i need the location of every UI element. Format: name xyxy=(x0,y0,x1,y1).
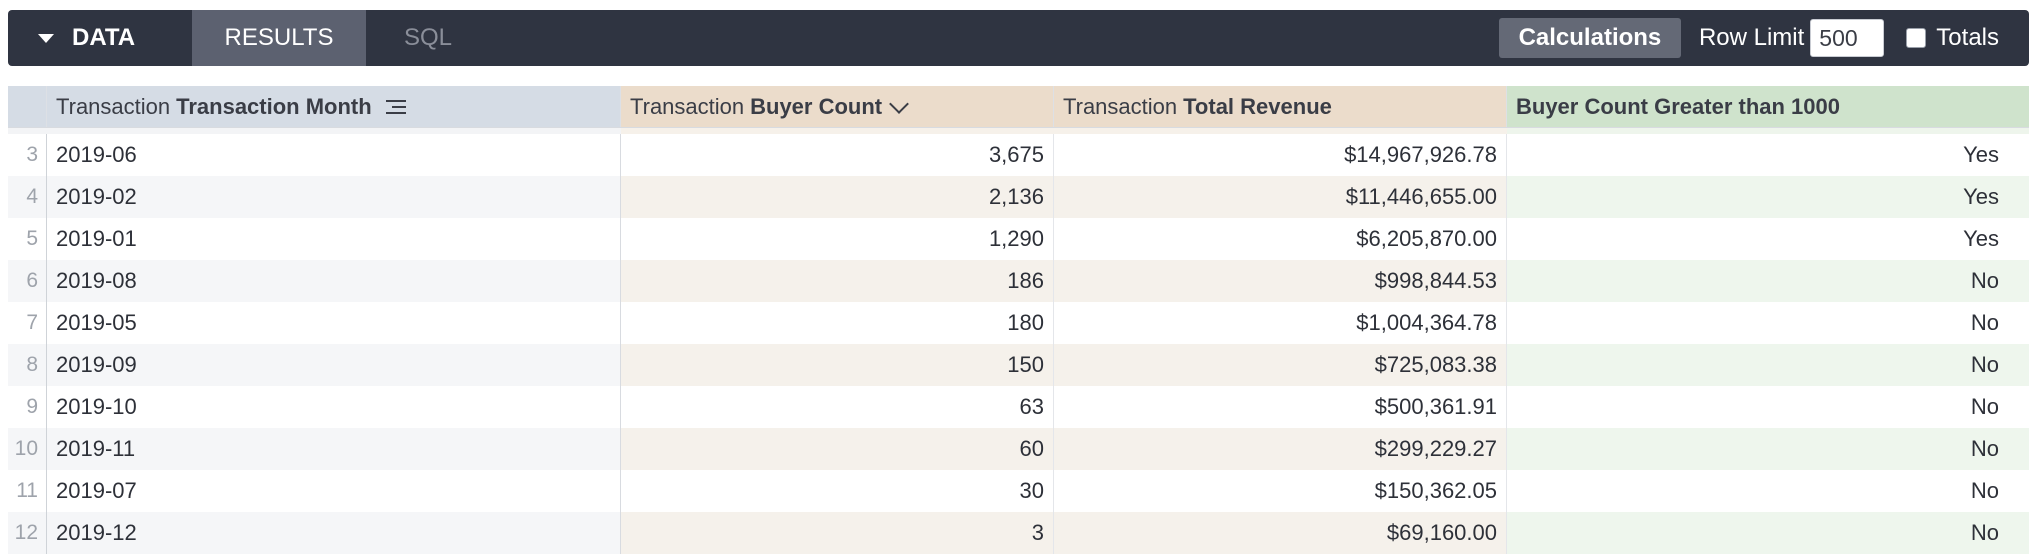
totals-checkbox[interactable] xyxy=(1906,28,1927,48)
row-number: 10 xyxy=(8,428,47,470)
table-row: 6 2019-08 186 $998,844.53 No xyxy=(8,260,2029,302)
column-header-name: Total Revenue xyxy=(1183,93,1332,119)
cell-transaction-month: 2019-07 xyxy=(47,470,621,512)
cell-buyer-count-flag: No xyxy=(1507,428,2029,470)
tab-results[interactable]: RESULTS xyxy=(192,10,366,66)
cell-buyer-count: 2,136 xyxy=(621,176,1054,218)
table-row: 5 2019-01 1,290 $6,205,870.00 Yes xyxy=(8,218,2029,260)
explore-toolbar: DATA RESULTS SQL Calculations Row Limit … xyxy=(8,10,2029,66)
cell-buyer-count: 186 xyxy=(621,260,1054,302)
tab-sql[interactable]: SQL xyxy=(403,24,453,51)
table-row: 11 2019-07 30 $150,362.05 No xyxy=(8,470,2029,512)
cell-transaction-month: 2019-02 xyxy=(47,176,621,218)
cell-buyer-count-flag: Yes xyxy=(1507,134,2029,176)
column-header-transaction-month[interactable]: Transaction Transaction Month xyxy=(47,86,621,127)
cell-buyer-count-flag: No xyxy=(1507,470,2029,512)
cell-buyer-count-flag: Yes xyxy=(1507,218,2029,260)
column-header-total-revenue[interactable]: Transaction Total Revenue xyxy=(1054,86,1507,127)
row-number: 11 xyxy=(8,470,47,512)
row-number: 3 xyxy=(8,134,47,176)
tab-data[interactable]: DATA xyxy=(8,10,192,66)
totals-label: Totals xyxy=(1936,24,1999,51)
column-header-buyer-count-greater-than-1000[interactable]: Buyer Count Greater than 1000 xyxy=(1507,86,2029,127)
row-limit-input[interactable] xyxy=(1810,19,1885,57)
cell-total-revenue: $14,967,926.78 xyxy=(1054,134,1507,176)
column-header-buyer-count[interactable]: Transaction Buyer Count xyxy=(621,86,1054,127)
cell-buyer-count: 3,675 xyxy=(621,134,1054,176)
cell-total-revenue: $150,362.05 xyxy=(1054,470,1507,512)
cell-total-revenue: $1,004,364.78 xyxy=(1054,302,1507,344)
row-number: 4 xyxy=(8,176,47,218)
column-header-name: Buyer Count xyxy=(750,93,883,119)
cell-transaction-month: 2019-11 xyxy=(47,428,621,470)
results-table: Transaction Transaction Month Transactio… xyxy=(8,86,2029,554)
toolbar-controls: Calculations Row Limit Totals xyxy=(1498,10,2029,66)
column-header-name: Buyer Count Greater than 1000 xyxy=(1516,93,1840,119)
column-header-prefix: Transaction xyxy=(1063,93,1178,119)
table-row: 7 2019-05 180 $1,004,364.78 No xyxy=(8,302,2029,344)
table-row: 8 2019-09 150 $725,083.38 No xyxy=(8,344,2029,386)
cell-transaction-month: 2019-06 xyxy=(47,134,621,176)
caret-down-icon xyxy=(38,33,54,43)
row-number: 8 xyxy=(8,344,47,386)
sort-lines-icon[interactable] xyxy=(385,99,406,114)
cell-buyer-count: 3 xyxy=(621,512,1054,554)
cell-total-revenue: $500,361.91 xyxy=(1054,386,1507,428)
table-row: 3 2019-06 3,675 $14,967,926.78 Yes xyxy=(8,134,2029,176)
cell-transaction-month: 2019-09 xyxy=(47,344,621,386)
header-spacer xyxy=(8,128,2029,134)
table-row: 9 2019-10 63 $500,361.91 No xyxy=(8,386,2029,428)
cell-buyer-count: 60 xyxy=(621,428,1054,470)
table-row: 12 2019-12 3 $69,160.00 No xyxy=(8,512,2029,554)
cell-buyer-count: 63 xyxy=(621,386,1054,428)
cell-buyer-count-flag: No xyxy=(1507,344,2029,386)
cell-buyer-count: 150 xyxy=(621,344,1054,386)
column-header-prefix: Transaction xyxy=(56,93,171,119)
chevron-down-icon[interactable] xyxy=(889,93,910,114)
cell-total-revenue: $725,083.38 xyxy=(1054,344,1507,386)
cell-buyer-count-flag: No xyxy=(1507,512,2029,554)
cell-total-revenue: $69,160.00 xyxy=(1054,512,1507,554)
cell-transaction-month: 2019-01 xyxy=(47,218,621,260)
column-header-name: Transaction Month xyxy=(176,93,372,119)
cell-buyer-count-flag: No xyxy=(1507,302,2029,344)
cell-buyer-count: 1,290 xyxy=(621,218,1054,260)
cell-buyer-count-flag: Yes xyxy=(1507,176,2029,218)
cell-total-revenue: $299,229.27 xyxy=(1054,428,1507,470)
cell-total-revenue: $11,446,655.00 xyxy=(1054,176,1507,218)
table-row: 10 2019-11 60 $299,229.27 No xyxy=(8,428,2029,470)
cell-buyer-count-flag: No xyxy=(1507,260,2029,302)
row-number: 9 xyxy=(8,386,47,428)
row-limit-label: Row Limit xyxy=(1698,24,1805,51)
cell-buyer-count-flag: No xyxy=(1507,386,2029,428)
row-number: 12 xyxy=(8,512,47,554)
cell-transaction-month: 2019-10 xyxy=(47,386,621,428)
column-header-prefix: Transaction xyxy=(630,93,745,119)
row-number: 5 xyxy=(8,218,47,260)
cell-total-revenue: $6,205,870.00 xyxy=(1054,218,1507,260)
cell-buyer-count: 30 xyxy=(621,470,1054,512)
cell-total-revenue: $998,844.53 xyxy=(1054,260,1507,302)
cell-transaction-month: 2019-08 xyxy=(47,260,621,302)
cell-transaction-month: 2019-12 xyxy=(47,512,621,554)
row-number-header xyxy=(8,86,47,127)
table-header-row: Transaction Transaction Month Transactio… xyxy=(8,86,2029,128)
table-row: 4 2019-02 2,136 $11,446,655.00 Yes xyxy=(8,176,2029,218)
cell-buyer-count: 180 xyxy=(621,302,1054,344)
row-number: 6 xyxy=(8,260,47,302)
cell-transaction-month: 2019-05 xyxy=(47,302,621,344)
calculations-button[interactable]: Calculations xyxy=(1498,18,1681,58)
tab-data-label: DATA xyxy=(72,24,136,51)
row-number: 7 xyxy=(8,302,47,344)
